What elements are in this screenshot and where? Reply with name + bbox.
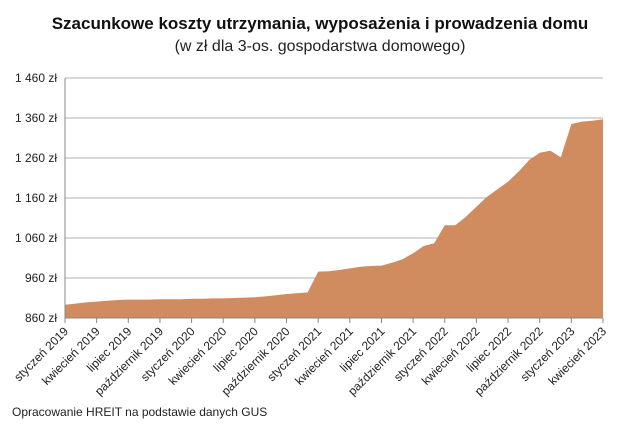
source-note: Opracowanie HREIT na podstawie danych GU… [12,405,268,419]
y-tick-label: 1 060 zł [15,231,57,245]
y-tick-label: 1 460 zł [15,71,57,85]
y-tick-label: 1 160 zł [15,191,57,205]
y-tick-label: 860 zł [25,311,57,325]
chart-subtitle: (w zł dla 3-os. gospodarstwa domowego) [174,38,466,55]
y-tick-label: 1 260 zł [15,151,57,165]
y-tick-label: 960 zł [25,271,57,285]
y-tick-label: 1 360 zł [15,111,57,125]
area-series [65,119,603,318]
chart-title: Szacunkowe koszty utrzymania, wyposażeni… [51,14,589,33]
